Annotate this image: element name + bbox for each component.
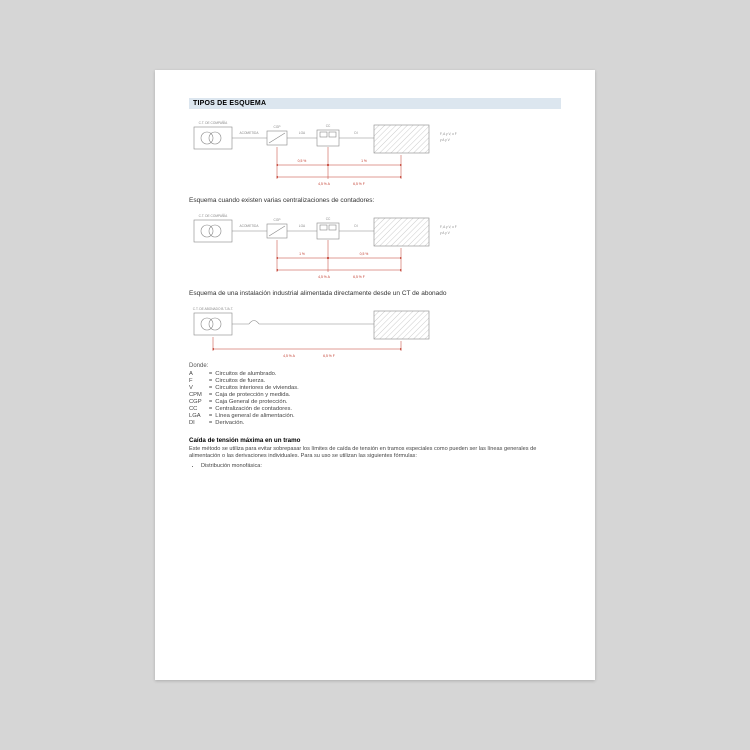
svg-text:CGP: CGP: [274, 218, 281, 222]
legend-row: CPM=Caja de protección y medida.: [189, 392, 303, 399]
svg-text:y A y V: y A y V: [440, 231, 451, 235]
bullet-list: Distribución monofásica:: [201, 463, 561, 469]
svg-text:ACOMETIDA: ACOMETIDA: [240, 224, 260, 228]
legend-row: LGA=Línea general de alimentación.: [189, 413, 303, 420]
legend-row: A=Circuitos de alumbrado.: [189, 371, 303, 378]
svg-text:6,5 % F: 6,5 % F: [353, 275, 365, 279]
legend-row: DI=Derivación.: [189, 420, 303, 427]
legend-row: V=Circuitos interiores de viviendas.: [189, 385, 303, 392]
dim-05: 0,5 %: [298, 159, 307, 163]
cgp-label: CGP: [274, 125, 281, 129]
legend-intro: Donde:: [189, 363, 561, 369]
legend-row: CC=Centralización de contadores.: [189, 406, 303, 413]
bullet-item: Distribución monofásica:: [201, 463, 561, 469]
legend-table: A=Circuitos de alumbrado.F=Circuitos de …: [189, 371, 303, 427]
body-paragraph: Este método se utiliza para evitar sobre…: [189, 446, 561, 461]
document-page: TIPOS DE ESQUEMA C.T. DE COMPAÑÍA ACOMET…: [155, 70, 595, 680]
schema-diagram-2: C.T. DE COMPAÑÍA ACOMETIDA CGP LGA CC DI…: [189, 210, 489, 284]
svg-text:DI: DI: [354, 224, 357, 228]
dim-1: 1 %: [361, 159, 367, 163]
subsection-heading: Caída de tensión máxima en un tramo: [189, 437, 561, 444]
svg-text:C.T. DE ABONADO B.T./A.T.: C.T. DE ABONADO B.T./A.T.: [193, 307, 233, 311]
lga-label: LGA: [299, 131, 306, 135]
svg-text:C.T. DE COMPAÑÍA: C.T. DE COMPAÑÍA: [199, 213, 229, 218]
caption-2: Esquema de una instalación industrial al…: [189, 290, 561, 299]
fav2-label: y A y V: [440, 138, 451, 142]
cc-label: CC: [326, 124, 331, 128]
svg-text:6,5 % F: 6,5 % F: [323, 354, 335, 358]
di-label: DI: [354, 131, 357, 135]
dim-45a: 4,5 % A: [318, 182, 330, 186]
caption-1: Esquema cuando existen varias centraliza…: [189, 197, 561, 206]
ct-label: C.T. DE COMPAÑÍA: [199, 120, 229, 125]
svg-text:0,5 %: 0,5 %: [360, 252, 369, 256]
svg-text:LGA: LGA: [299, 224, 306, 228]
section-header: TIPOS DE ESQUEMA: [189, 98, 561, 109]
legend-row: CGP=Caja General de protección.: [189, 399, 303, 406]
svg-text:CC: CC: [326, 217, 331, 221]
acometida-label: ACOMETIDA: [240, 131, 260, 135]
dim-65f: 6,5 % F: [353, 182, 365, 186]
schema-diagram-3: C.T. DE ABONADO B.T./A.T. 4,5 % A 6,5 % …: [189, 303, 489, 361]
schema-diagram-1: C.T. DE COMPAÑÍA ACOMETIDA CGP LGA CC DI…: [189, 117, 489, 191]
svg-text:F, A y V, o F: F, A y V, o F: [440, 225, 457, 229]
svg-text:4,5 % A: 4,5 % A: [283, 354, 295, 358]
fav-label: F, A y V, o F: [440, 132, 457, 136]
svg-text:1 %: 1 %: [299, 252, 305, 256]
legend-row: F=Circuitos de fuerza.: [189, 378, 303, 385]
svg-text:4,5 % A: 4,5 % A: [318, 275, 330, 279]
